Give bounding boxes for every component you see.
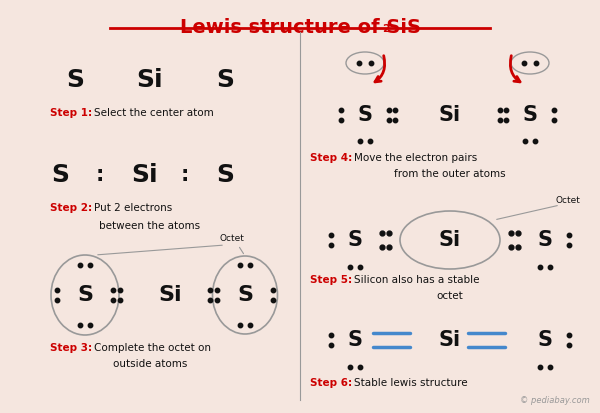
Text: 2: 2 — [382, 24, 390, 34]
Text: S: S — [523, 105, 538, 125]
Text: octet: octet — [437, 291, 463, 301]
Text: Stable lewis structure: Stable lewis structure — [354, 378, 467, 388]
Text: S: S — [51, 163, 69, 187]
Text: S: S — [237, 285, 253, 305]
Text: © pediabay.com: © pediabay.com — [520, 396, 590, 405]
Text: S: S — [358, 105, 373, 125]
Text: Si: Si — [439, 230, 461, 250]
Text: Step 6:: Step 6: — [310, 378, 352, 388]
Text: Step 1:: Step 1: — [50, 108, 92, 118]
Text: Si: Si — [137, 68, 163, 92]
Text: :: : — [181, 165, 189, 185]
Text: from the outer atoms: from the outer atoms — [394, 169, 506, 179]
Text: Si: Si — [439, 105, 461, 125]
Text: S: S — [538, 330, 553, 350]
Text: Step 5:: Step 5: — [310, 275, 352, 285]
Text: outside atoms: outside atoms — [113, 359, 187, 369]
Text: S: S — [66, 68, 84, 92]
Text: Lewis structure of SiS: Lewis structure of SiS — [179, 18, 421, 37]
Text: Si: Si — [158, 285, 182, 305]
Text: Si: Si — [131, 163, 158, 187]
Text: Step 3:: Step 3: — [50, 343, 92, 353]
Text: Select the center atom: Select the center atom — [94, 108, 214, 118]
Text: S: S — [216, 68, 234, 92]
Text: Put 2 electrons: Put 2 electrons — [94, 203, 172, 213]
Text: S: S — [538, 230, 553, 250]
Text: Silicon also has a stable: Silicon also has a stable — [354, 275, 479, 285]
Text: Move the electron pairs: Move the electron pairs — [354, 153, 477, 163]
Text: between the atoms: between the atoms — [100, 221, 200, 231]
Text: Complete the octet on: Complete the octet on — [94, 343, 211, 353]
Text: Step 2:: Step 2: — [50, 203, 92, 213]
Text: Step 4:: Step 4: — [310, 153, 352, 163]
Text: S: S — [347, 230, 362, 250]
Text: Octet: Octet — [555, 196, 580, 205]
Text: Si: Si — [439, 330, 461, 350]
Text: Octet: Octet — [220, 234, 245, 243]
Text: :: : — [96, 165, 104, 185]
Text: S: S — [77, 285, 93, 305]
Text: S: S — [216, 163, 234, 187]
Text: S: S — [347, 330, 362, 350]
